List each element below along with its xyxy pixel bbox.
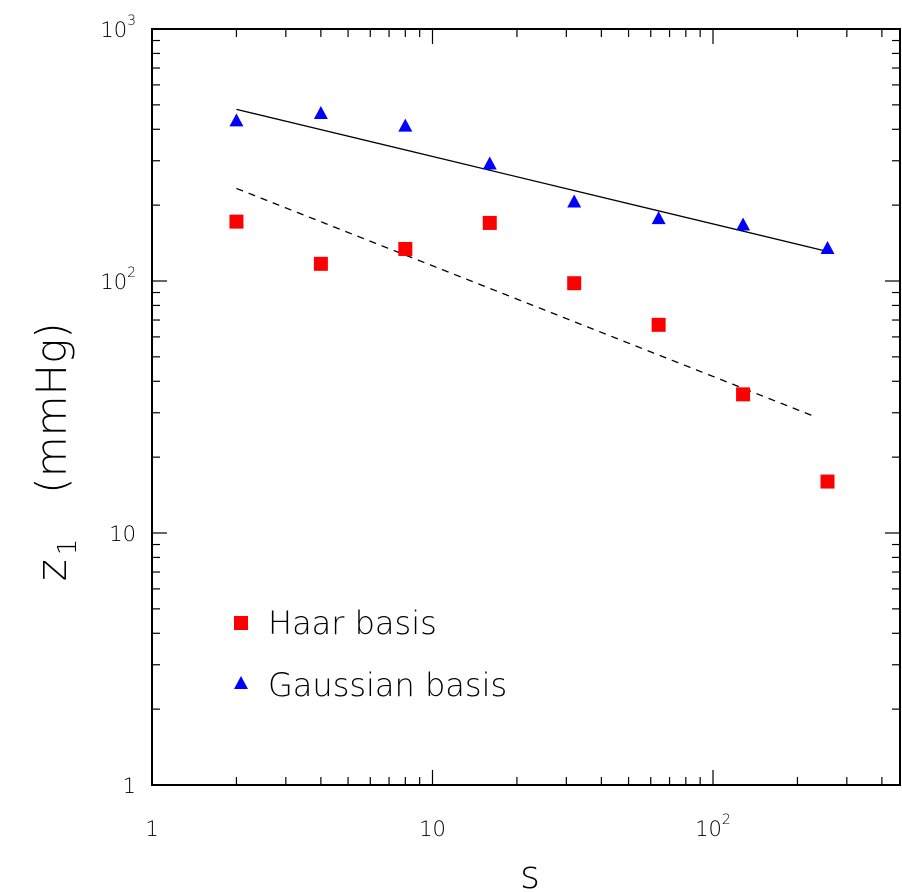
data-point-gaussian bbox=[313, 105, 328, 119]
data-point-gaussian bbox=[398, 118, 413, 132]
svg-text:z1: z1 bbox=[27, 539, 83, 582]
x-tick-label: 102 bbox=[695, 812, 731, 841]
data-point-gaussian bbox=[482, 156, 497, 170]
y-tick-label: 102 bbox=[100, 265, 136, 294]
data-point-gaussian bbox=[229, 113, 244, 127]
legend: Haar basis Gaussian basis bbox=[234, 604, 507, 704]
fit-lines-layer bbox=[236, 108, 828, 418]
y-axis-title-sub: 1 bbox=[53, 539, 83, 556]
x-tick-label: 10 bbox=[419, 817, 446, 841]
y-tick-label: 103 bbox=[100, 13, 136, 42]
data-point-haar bbox=[482, 215, 497, 230]
legend-marker-gaussian bbox=[234, 676, 248, 689]
data-point-gaussian bbox=[820, 240, 835, 254]
data-point-haar bbox=[736, 387, 751, 402]
y-axis-title: (mmHg) bbox=[27, 322, 76, 493]
data-marks-layer bbox=[229, 105, 835, 489]
plot-frame bbox=[151, 28, 901, 786]
data-point-haar bbox=[820, 474, 835, 489]
data-point-haar bbox=[313, 256, 328, 271]
y-tick-label: 1 bbox=[123, 774, 136, 798]
y-axis-title-symbol: z1 bbox=[27, 539, 83, 582]
data-point-haar bbox=[567, 276, 582, 291]
tick-labels-layer: 1 10 102 1 10 102 103 bbox=[100, 13, 730, 841]
data-point-haar bbox=[398, 241, 413, 256]
svg-text:(mmHg): (mmHg) bbox=[27, 322, 76, 493]
legend-label-gaussian: Gaussian basis bbox=[268, 666, 507, 704]
fit-line-dashed bbox=[236, 187, 815, 418]
data-point-gaussian bbox=[567, 194, 582, 208]
y-axis-title-unit: (mmHg) bbox=[27, 322, 76, 493]
x-tick-label: 1 bbox=[145, 817, 158, 841]
data-point-haar bbox=[229, 214, 244, 229]
fit-line-solid bbox=[236, 108, 828, 253]
data-point-gaussian bbox=[736, 217, 751, 231]
y-tick-label: 10 bbox=[109, 522, 136, 546]
data-point-gaussian bbox=[651, 211, 666, 225]
legend-label-haar: Haar basis bbox=[268, 604, 437, 642]
legend-marker-haar bbox=[234, 616, 248, 630]
data-point-haar bbox=[651, 317, 666, 332]
x-axis-title: s bbox=[520, 853, 540, 892]
y-axis-title-main: z bbox=[27, 559, 76, 581]
ticks-layer bbox=[151, 29, 900, 786]
